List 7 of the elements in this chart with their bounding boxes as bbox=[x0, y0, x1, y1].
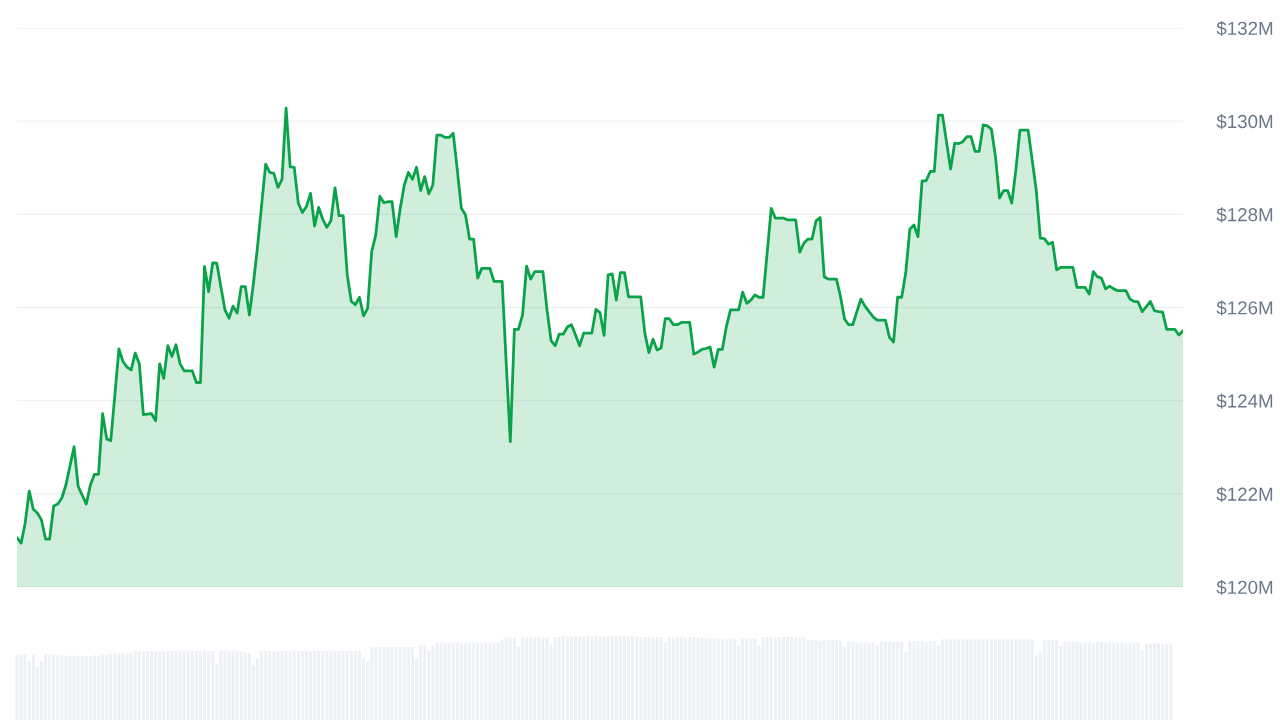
y-tick-label: $128M bbox=[1216, 207, 1273, 223]
y-tick-label: $126M bbox=[1216, 300, 1273, 316]
y-tick-label: $120M bbox=[1216, 579, 1273, 596]
y-tick-label: $130M bbox=[1216, 114, 1273, 130]
y-tick-label: $124M bbox=[1216, 393, 1273, 409]
y-tick-label: $122M bbox=[1216, 486, 1273, 502]
y-tick-label: $132M bbox=[1216, 20, 1273, 37]
